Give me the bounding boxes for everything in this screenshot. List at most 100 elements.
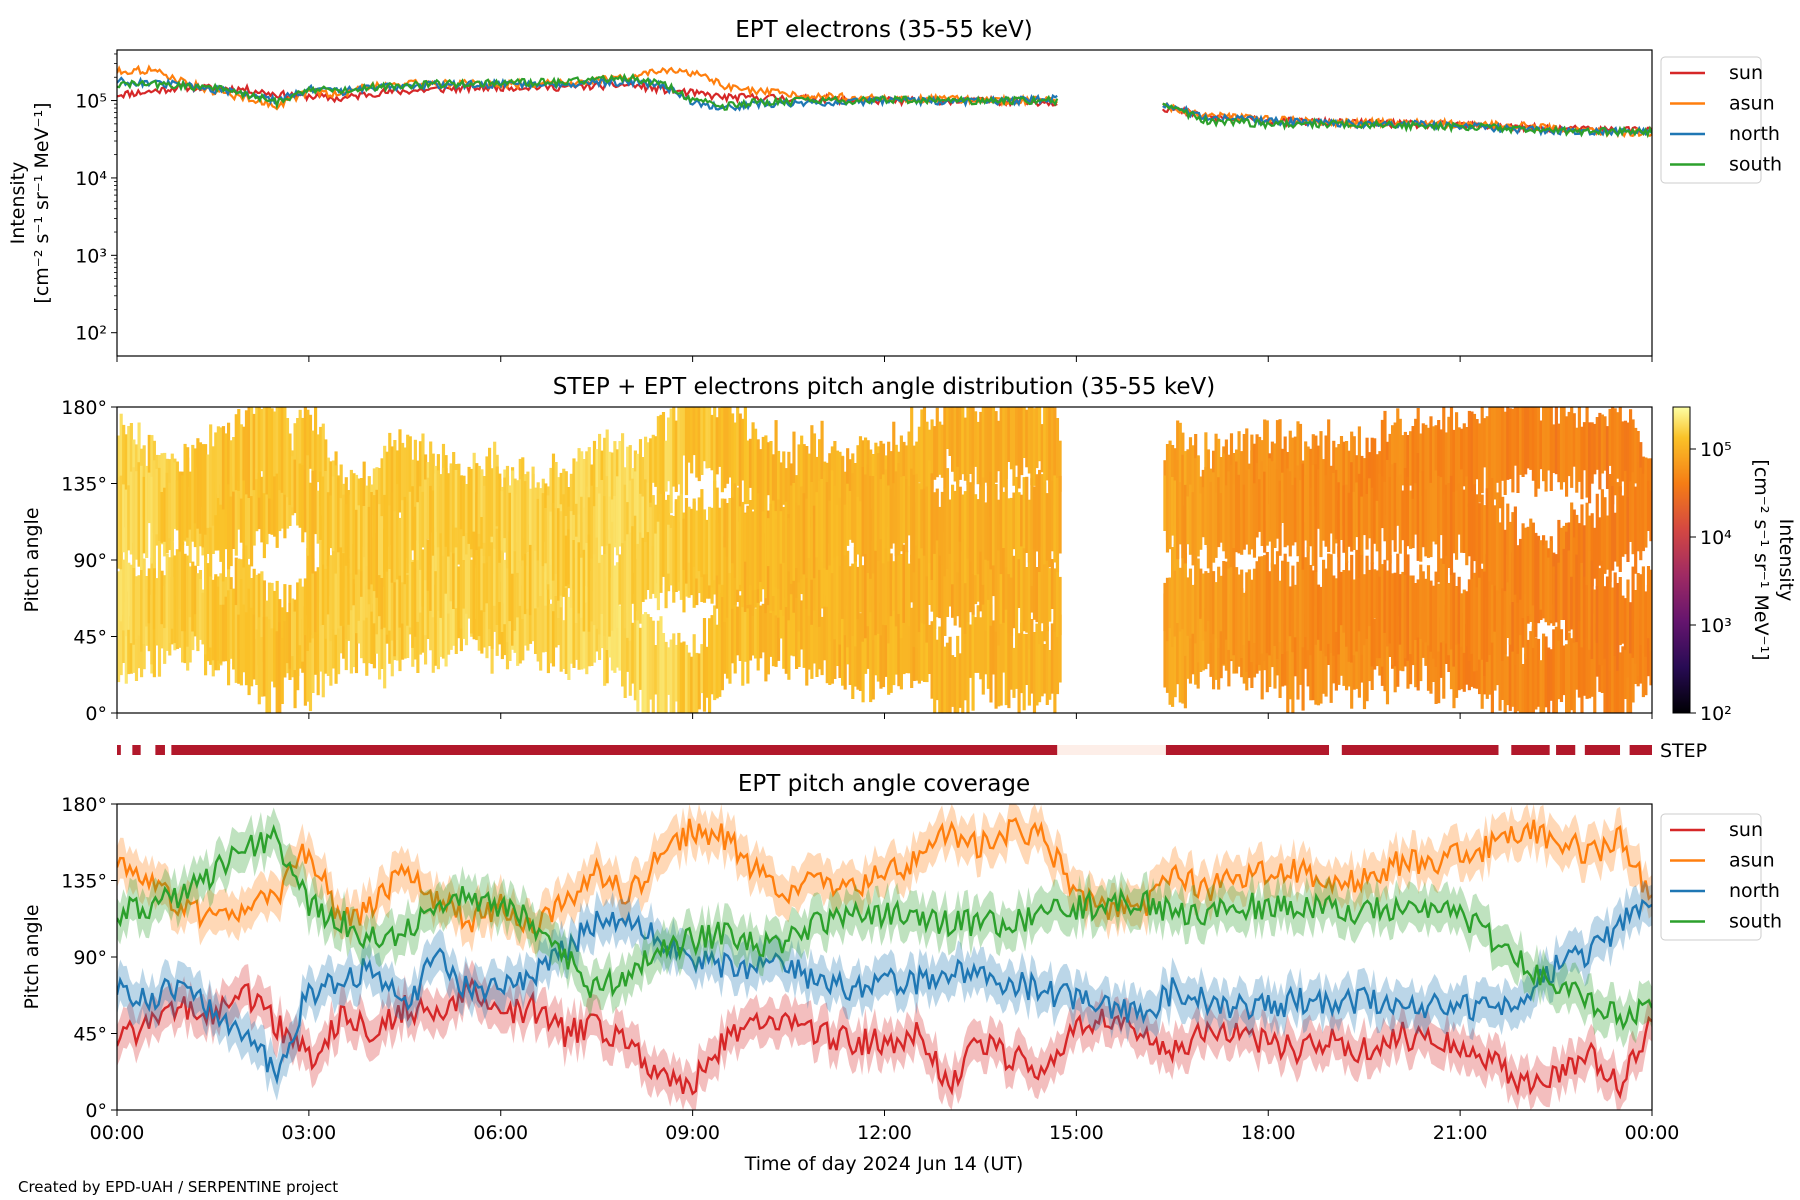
pad-cell-south [1327,480,1331,552]
pad-cell-sun [628,594,632,696]
pad-cell-south [421,491,425,548]
pad-cell-north [523,538,527,615]
pad-cell-asun [1552,424,1556,473]
pad-cell-south [1355,482,1359,538]
pad-cell-north [1383,559,1387,633]
intensity-line-south [117,72,1652,139]
pad-cell-south [201,444,205,548]
pad-cell-sun [1314,606,1318,705]
pad-cell-south [1414,483,1418,535]
panel2-ytick-label: 135° [61,474,107,496]
pad-cell-sun [1012,647,1016,698]
pad-cell-sun [646,614,650,713]
pad-cell-north [296,582,300,691]
pad-cell-north [160,570,164,625]
pad-cell-asun [1485,416,1489,505]
pad-cell-south [326,492,330,567]
pad-cell-south [807,509,811,558]
pad-cell-sun [833,607,837,679]
pad-cell-south [951,484,955,585]
pad-cell-sun [879,602,883,689]
pad-cell-south [1478,503,1482,578]
pad-cell-south [1209,481,1213,561]
pad-cell-asun [687,407,691,463]
pad-cell-sun [1501,638,1505,700]
pad-cell-south [1442,494,1446,564]
pad-cell-north [344,551,348,640]
pad-cell-south [1183,484,1187,564]
pad-cell-asun [1291,437,1295,502]
pad-cell-sun [1181,599,1185,704]
pad-cell-north [626,502,630,554]
pad-cell-south [1265,466,1269,546]
pad-cell-south [728,498,732,574]
pad-cell-north [1631,472,1635,555]
pad-cell-south [700,489,704,578]
pad-cell-north [1327,553,1331,644]
pad-cell-south [1501,496,1505,589]
pad-cell-sun [810,593,814,679]
pad-cell-south [1038,469,1042,572]
pad-cell-sun [920,621,924,681]
pad-cell-asun [986,407,990,486]
pad-cell-north [1319,586,1323,651]
pad-cell-north [1293,584,1297,638]
pad-cell-south [1191,492,1195,566]
pad-cell-north [531,540,535,628]
pad-cell-south [1196,455,1200,557]
pad-cell-asun [1544,407,1548,492]
pad-cell-sun [367,595,371,664]
pad-cell-south [1480,494,1484,564]
pad-cell-north [140,544,144,652]
pad-cell-asun [756,439,760,533]
pad-cell-asun [1434,425,1438,508]
pad-cell-asun [984,407,988,483]
panel4-title: EPT pitch angle coverage [738,771,1030,797]
pad-cell-north [152,562,156,630]
pad-cell-sun [933,619,937,713]
pad-cell-south [1534,532,1538,623]
pad-cell-north [1199,568,1203,619]
pad-cell-south [234,414,238,491]
pad-cell-south [805,498,809,579]
panel4-xtick-label: 03:00 [281,1122,336,1144]
pad-cell-north [1281,560,1285,654]
pad-cell-asun [733,422,737,500]
pad-cell-north [1580,504,1584,608]
pad-cell-south [255,407,259,480]
pad-cell-sun [1004,609,1008,706]
pad-cell-north [209,576,213,648]
pad-cell-asun [948,407,952,456]
pad-cell-south [605,545,609,650]
pad-cell-north [984,536,988,631]
pad-cell-sun [861,601,865,703]
panel1-series-group [117,64,1652,139]
pad-cell-sun [1291,611,1295,713]
pad-cell-south [999,472,1003,575]
panel2-title: STEP + EPT electrons pitch angle distrib… [553,374,1215,400]
pad-cell-north [1314,566,1318,645]
pad-cell-south [764,498,768,599]
pad-cell-sun [1629,631,1633,713]
pad-cell-south [511,470,515,574]
pad-cell-north [1007,528,1011,633]
pad-cell-asun [943,407,947,489]
pad-cell-south [178,471,182,552]
pad-cell-south [1168,469,1172,550]
pad-cell-sun [124,602,128,684]
pad-cell-sun [585,586,589,675]
pad-cell-sun [244,536,249,634]
panel4-x-ticks: 00:00 03:00 06:00 09:00 12:00 15:00 18:00 21:00… [90,1110,1679,1144]
pad-cell-north [237,614,241,684]
pad-cell-asun [1462,423,1466,487]
pad-cell-sun [303,606,307,706]
pad-cell-sun [723,619,727,674]
pad-cell-north [1605,515,1610,570]
pad-cell-south [541,493,545,567]
pad-cell-north [1265,552,1269,654]
pad-cell-asun [1171,445,1175,507]
pad-cell-south [984,502,988,560]
legend-box [1660,56,1762,184]
pad-cell-asun [1444,432,1448,502]
pad-cell-asun [889,451,893,500]
